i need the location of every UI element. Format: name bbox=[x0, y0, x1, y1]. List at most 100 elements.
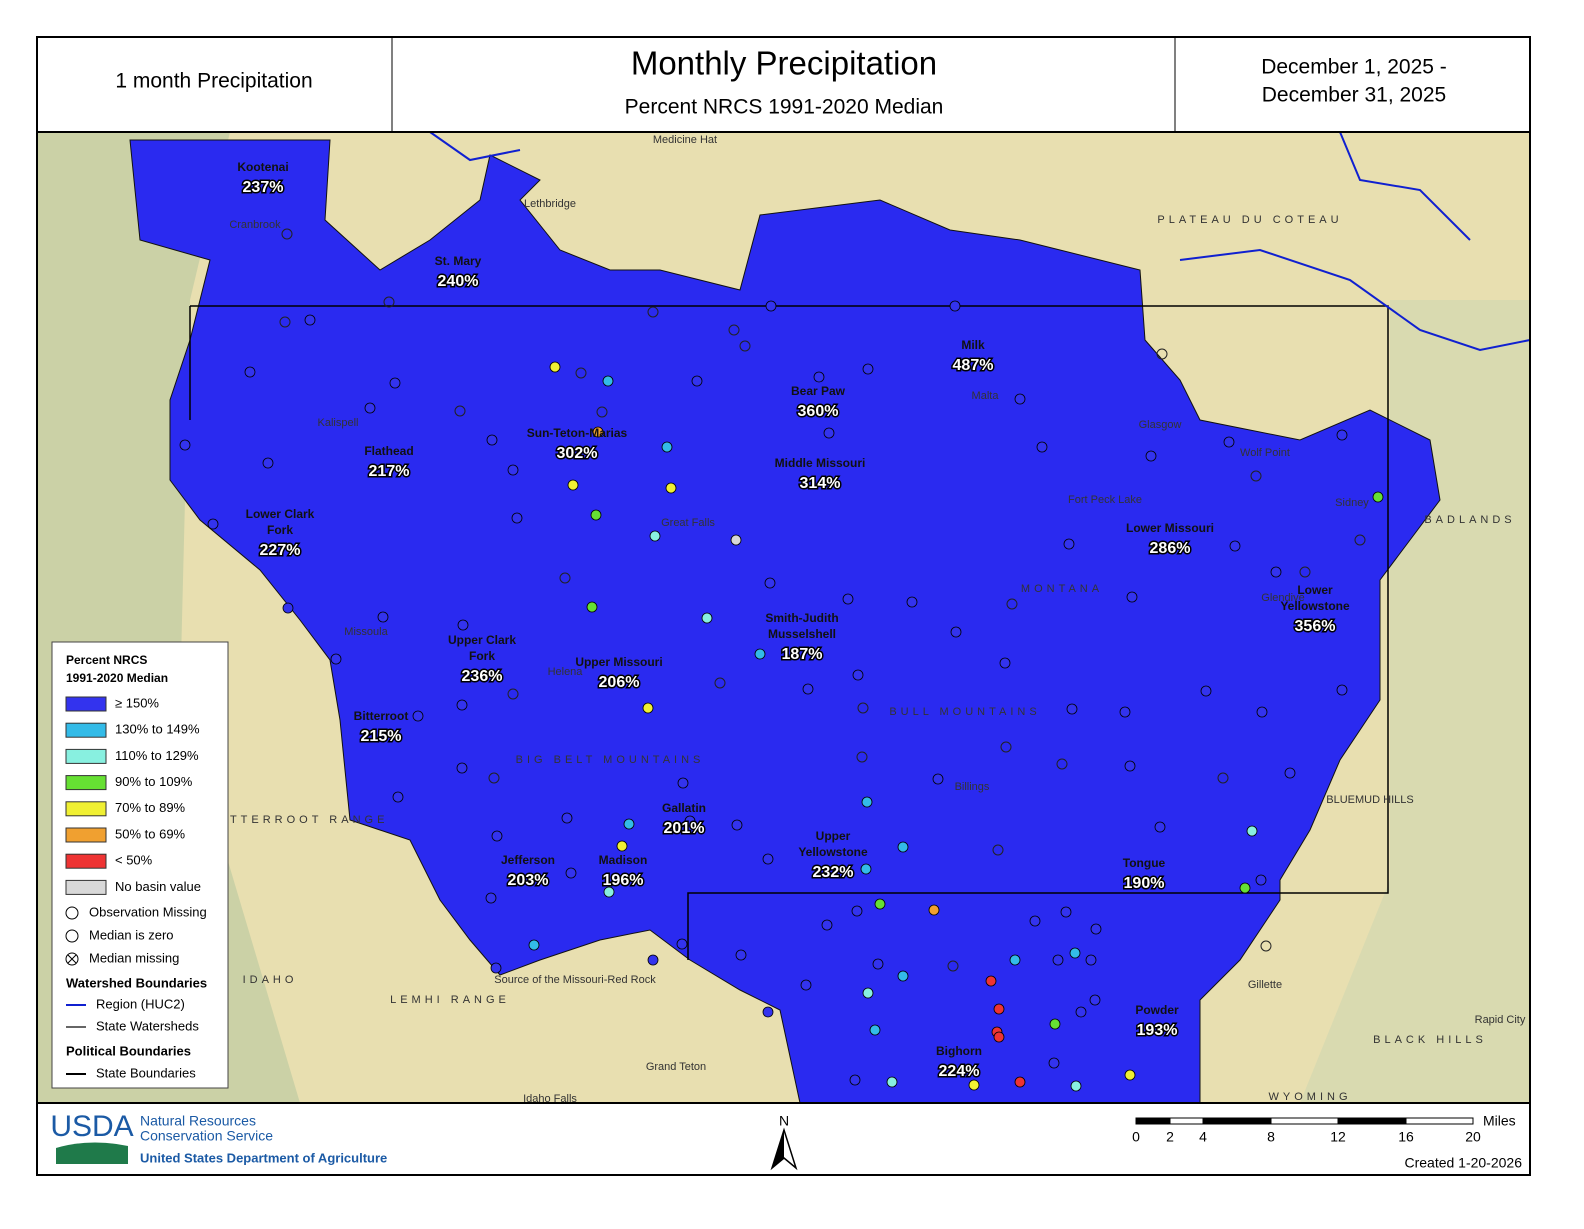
place-label: Malta bbox=[972, 390, 1000, 402]
station bbox=[731, 819, 743, 831]
station bbox=[1014, 1076, 1026, 1088]
legend-swatch bbox=[65, 748, 107, 764]
basin-value: 286% bbox=[1150, 540, 1191, 557]
station bbox=[765, 300, 777, 312]
station bbox=[897, 970, 909, 982]
missing-symbol bbox=[1006, 598, 1018, 610]
station bbox=[1085, 954, 1097, 966]
missing-symbol bbox=[596, 406, 608, 418]
station bbox=[691, 375, 703, 387]
place-label: Great Falls bbox=[661, 517, 715, 529]
station bbox=[179, 439, 191, 451]
scale-tick: 12 bbox=[1330, 1129, 1346, 1145]
place-label: BITTERROOT RANGE bbox=[212, 814, 389, 826]
station bbox=[507, 464, 519, 476]
basin-name: Upper bbox=[816, 829, 851, 843]
basin-value: 196% bbox=[603, 872, 644, 889]
station bbox=[886, 1076, 898, 1088]
station bbox=[842, 593, 854, 605]
header-box bbox=[36, 36, 1531, 133]
scale-segment bbox=[1337, 1117, 1407, 1125]
station bbox=[852, 669, 864, 681]
place-label: LEMHI RANGE bbox=[390, 994, 510, 1006]
station bbox=[762, 853, 774, 865]
station bbox=[1089, 994, 1101, 1006]
station bbox=[823, 427, 835, 439]
basin-value: 193% bbox=[1137, 1022, 1178, 1039]
station bbox=[623, 818, 635, 830]
basin-value: 187% bbox=[782, 646, 823, 663]
place-label: Helena bbox=[548, 666, 584, 678]
missing-symbol bbox=[1250, 470, 1262, 482]
station bbox=[586, 601, 598, 613]
missing-symbol bbox=[488, 772, 500, 784]
station bbox=[665, 482, 677, 494]
station bbox=[993, 1031, 1005, 1043]
scale-segment bbox=[1270, 1117, 1339, 1125]
legend-cross bbox=[67, 954, 77, 964]
scale-segment bbox=[1169, 1117, 1204, 1125]
station bbox=[561, 812, 573, 824]
north-arrow-fill bbox=[772, 1130, 784, 1168]
station bbox=[616, 840, 628, 852]
legend-symbol bbox=[65, 906, 79, 920]
basin-name: Flathead bbox=[364, 444, 413, 458]
station bbox=[1145, 450, 1157, 462]
station bbox=[1052, 954, 1064, 966]
department: United States Department of Agriculture bbox=[140, 1150, 387, 1165]
scale-tick: 0 bbox=[1132, 1129, 1140, 1145]
scale-segment bbox=[1135, 1117, 1171, 1125]
basin-value: 302% bbox=[557, 445, 598, 462]
station bbox=[486, 434, 498, 446]
station bbox=[262, 457, 274, 469]
basin-value: 487% bbox=[953, 357, 994, 374]
station bbox=[377, 611, 389, 623]
station bbox=[1124, 1069, 1136, 1081]
scale-tick: 2 bbox=[1166, 1129, 1174, 1145]
footer-box bbox=[36, 1102, 1531, 1176]
scale-tick: 4 bbox=[1199, 1129, 1207, 1145]
basin-value: 206% bbox=[599, 674, 640, 691]
basin-name: Upper Missouri bbox=[575, 655, 662, 669]
basin-name: Middle Missouri bbox=[775, 456, 866, 470]
station bbox=[590, 509, 602, 521]
station bbox=[511, 512, 523, 524]
station bbox=[330, 653, 342, 665]
station bbox=[602, 375, 614, 387]
station bbox=[1270, 566, 1282, 578]
legend-swatch bbox=[65, 722, 107, 738]
legend-swatch bbox=[65, 696, 107, 712]
scale-unit: Miles bbox=[1483, 1113, 1516, 1129]
legend-swatch bbox=[65, 775, 107, 791]
station bbox=[851, 905, 863, 917]
legend-label: Median is zero bbox=[89, 927, 174, 942]
missing-symbol bbox=[1299, 566, 1311, 578]
missing-symbol bbox=[1217, 772, 1229, 784]
basin-name: Smith-Judith bbox=[765, 611, 838, 625]
place-label: Gillette bbox=[1248, 979, 1282, 991]
basin-name: Lower bbox=[1297, 583, 1333, 597]
header-date: December 31, 2025 bbox=[1262, 84, 1446, 107]
labels: Kootenai 237% St. Mary 240% Milk 487% Bear Paw… bbox=[212, 134, 1526, 1105]
scale-tick: 20 bbox=[1465, 1129, 1481, 1145]
station bbox=[764, 577, 776, 589]
basin-name: Lower Missouri bbox=[1126, 521, 1214, 535]
station bbox=[1049, 1018, 1061, 1030]
station bbox=[906, 596, 918, 608]
place-label: Grand Teton bbox=[646, 1061, 706, 1073]
basin-name: Powder bbox=[1135, 1003, 1179, 1017]
missing-symbol bbox=[728, 324, 740, 336]
station bbox=[701, 612, 713, 624]
basin-name: St. Mary bbox=[435, 254, 482, 268]
legend-title: 1991-2020 Median bbox=[66, 671, 168, 685]
missing-symbol bbox=[1260, 940, 1272, 952]
station bbox=[207, 518, 219, 530]
missing-symbol bbox=[454, 405, 466, 417]
station bbox=[1229, 540, 1241, 552]
basin-name: Kootenai bbox=[237, 160, 288, 174]
station bbox=[1124, 760, 1136, 772]
basin-name: Bear Paw bbox=[791, 384, 846, 398]
basin-value: 232% bbox=[813, 864, 854, 881]
station bbox=[1336, 429, 1348, 441]
station bbox=[993, 1003, 1005, 1015]
